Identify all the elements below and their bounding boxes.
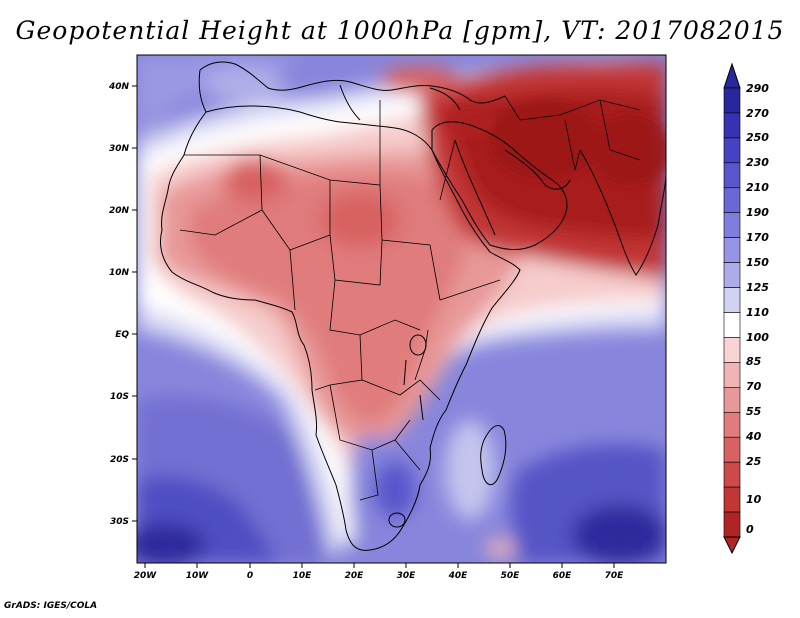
lon-label: 20E [345,571,365,581]
colorbar: 290 270 250 230 210 190 170 150 125 110 … [723,62,769,555]
colorbar-box [723,87,741,114]
lon-label: 40E [448,571,469,581]
colorbar-label: 125 [746,281,769,294]
colorbar-box [723,212,741,238]
colorbar-box [723,387,741,413]
latitude-labels: 40N 30N 20N 10N EQ 10S 20S 30S [108,82,130,527]
colorbar-label: 150 [746,256,769,269]
lon-label: 0 [247,571,253,581]
colorbar-label: 70 [746,380,762,393]
colorbar-box [723,162,741,189]
colorbar-label: 270 [746,107,769,120]
lon-label: 10W [186,571,210,581]
lon-label: 50E [501,571,521,581]
lon-label: 20W [134,571,158,581]
colorbar-label: 290 [746,82,769,95]
lat-label: 20S [110,455,129,465]
lon-label: 70E [605,571,625,581]
lat-label: 10S [110,392,129,402]
colorbar-box [723,486,741,513]
lat-label: EQ [115,330,129,340]
lat-label: 30N [109,144,130,154]
colorbar-label: 55 [746,405,762,418]
colorbar-box [723,112,741,139]
colorbar-label: 170 [746,231,769,244]
colorbar-labels: 290 270 250 230 210 190 170 150 125 110 … [745,82,769,536]
colorbar-label: 190 [746,206,769,219]
lon-label: 60E [553,571,573,581]
colorbar-top-arrow [723,62,741,89]
colorbar-box [723,262,741,288]
colorbar-label: 210 [746,181,769,194]
colorbar-box [723,362,741,388]
colorbar-box [723,137,741,164]
axis-ticks [132,85,615,568]
colorbar-label: 85 [746,355,762,368]
colorbar-label: 230 [746,156,769,169]
colorbar-label: 10 [746,493,762,506]
lat-label: 20N [109,206,130,216]
lon-label: 10E [293,571,313,581]
colorbar-bottom-arrow [723,536,741,555]
coastlines [159,61,666,551]
colorbar-box [723,461,741,488]
grads-credit: GrADS: IGES/COLA [4,601,98,611]
colorbar-label: 250 [746,131,769,144]
colorbar-box [723,436,741,463]
colorbar-box [723,237,741,263]
colorbar-box [723,312,741,338]
colorbar-box [723,187,741,214]
colorbar-label: 110 [746,306,769,319]
lat-label: 30S [110,517,129,527]
colorbar-label: 25 [746,455,762,468]
plot-frame [136,54,667,564]
colorbar-box [723,511,741,538]
colorbar-label: 40 [745,430,762,443]
colorbar-label: 100 [746,331,769,344]
colorbar-boxes [723,87,741,538]
lon-label: 30E [397,571,417,581]
colorbar-box [723,287,741,313]
map-title: Geopotential Height at 1000hPa [gpm], VT… [15,16,785,45]
lat-label: 10N [109,268,130,278]
lat-label: 40N [108,82,130,92]
colorbar-box [723,337,741,363]
height-field [137,55,666,563]
colorbar-label: 0 [746,523,754,536]
longitude-labels: 20W 10W 0 10E 20E 30E 40E 50E 60E 70E [134,571,624,581]
colorbar-box [723,411,741,438]
